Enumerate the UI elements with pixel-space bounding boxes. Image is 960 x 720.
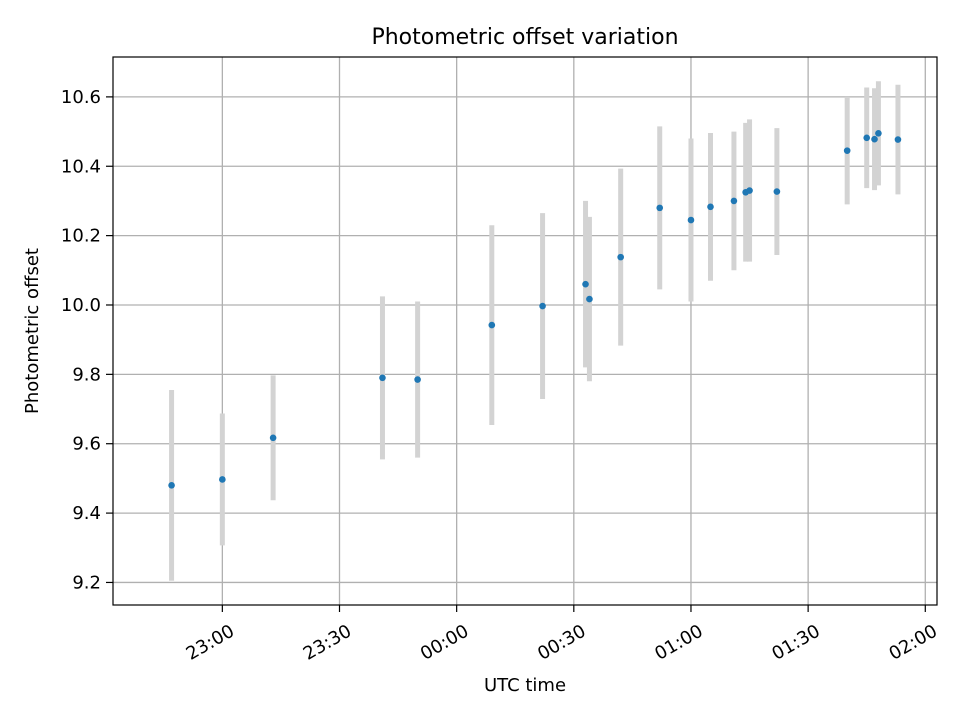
y-tick-label: 9.8: [72, 364, 101, 385]
x-tick-label: 00:30: [534, 621, 589, 665]
data-point: [707, 203, 714, 211]
data-point: [617, 253, 624, 261]
x-tick-label: 02:00: [886, 621, 941, 665]
data-point: [219, 476, 226, 483]
error-bars: [169, 81, 901, 581]
data-point: [687, 216, 695, 224]
data-point: [582, 280, 589, 288]
y-tick-label: 9.4: [72, 503, 101, 524]
y-tick-label: 10.2: [61, 226, 101, 247]
chart-title: Photometric offset variation: [371, 25, 678, 50]
data-point: [773, 188, 781, 195]
data-point: [746, 187, 753, 194]
y-tick-label: 9.6: [72, 434, 101, 455]
data-point: [269, 434, 277, 442]
data-point: [586, 295, 593, 303]
y-tick-label: 9.2: [72, 572, 101, 593]
data-point: [379, 374, 386, 382]
y-tick-label: 10.6: [61, 87, 101, 108]
data-point: [414, 376, 421, 383]
data-point: [656, 204, 664, 212]
x-tick-label: 23:00: [183, 621, 238, 665]
y-tick-label: 10.0: [61, 295, 101, 316]
data-point: [871, 135, 878, 143]
x-tick-label: 23:30: [300, 621, 355, 665]
data-point: [863, 134, 871, 142]
y-tick-label: 10.4: [61, 156, 101, 177]
y-axis-label: Photometric offset: [22, 248, 43, 414]
data-point: [488, 321, 496, 329]
data-point: [875, 130, 882, 137]
x-axis-ticks: 23:00 23:30 00:00 00:30 01:00 01:30 02:00: [183, 605, 941, 665]
x-tick-label: 01:30: [768, 621, 823, 665]
grid: [113, 57, 937, 605]
plot-frame: [112, 56, 938, 606]
data-point: [539, 302, 546, 310]
x-tick-label: 01:00: [651, 621, 706, 665]
data-point: [894, 136, 902, 143]
data-point: [843, 147, 851, 154]
data-point: [730, 197, 738, 205]
data-points: [168, 130, 902, 489]
data-point: [168, 482, 175, 489]
y-axis-ticks: 9.2 9.4 9.6 9.8 10.0 10.2 10.4 10.6: [61, 87, 113, 593]
x-tick-label: 00:00: [417, 621, 472, 665]
x-axis-label: UTC time: [484, 675, 566, 696]
